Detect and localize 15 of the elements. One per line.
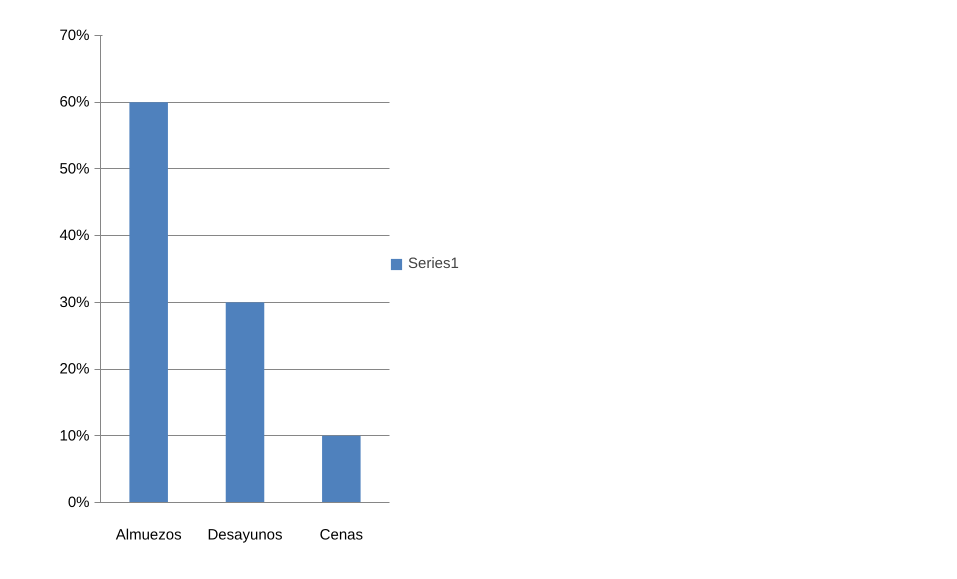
bar bbox=[129, 102, 168, 502]
y-tick-label: 40% bbox=[59, 227, 90, 244]
y-tick-label: 70% bbox=[59, 27, 90, 44]
y-tick-label: 10% bbox=[59, 427, 90, 444]
y-tick-label: 30% bbox=[59, 294, 90, 311]
y-tick-label: 20% bbox=[59, 360, 90, 378]
y-tick-label: 0% bbox=[68, 494, 90, 511]
x-tick-label: Cenas bbox=[320, 526, 364, 544]
y-tick-label: 50% bbox=[59, 160, 90, 178]
bar bbox=[226, 302, 264, 502]
y-tick-label: 60% bbox=[59, 94, 90, 111]
bar bbox=[322, 436, 361, 502]
x-tick-label: Almuezos bbox=[116, 526, 182, 544]
x-tick-label: Desayunos bbox=[207, 526, 283, 544]
legend-label: Series1 bbox=[408, 255, 459, 272]
